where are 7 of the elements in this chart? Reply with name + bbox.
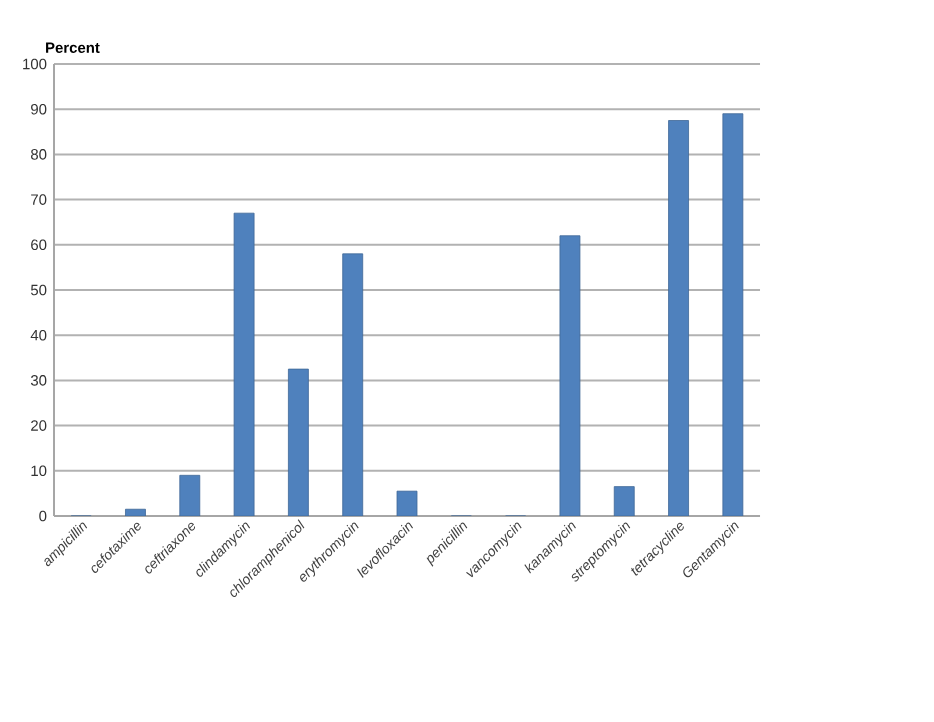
- bar: [179, 474, 201, 516]
- bar: [342, 253, 364, 516]
- bar: [613, 486, 635, 516]
- bar: [559, 235, 581, 516]
- bar: [722, 113, 744, 516]
- bar: [668, 120, 689, 516]
- bar: [287, 368, 309, 516]
